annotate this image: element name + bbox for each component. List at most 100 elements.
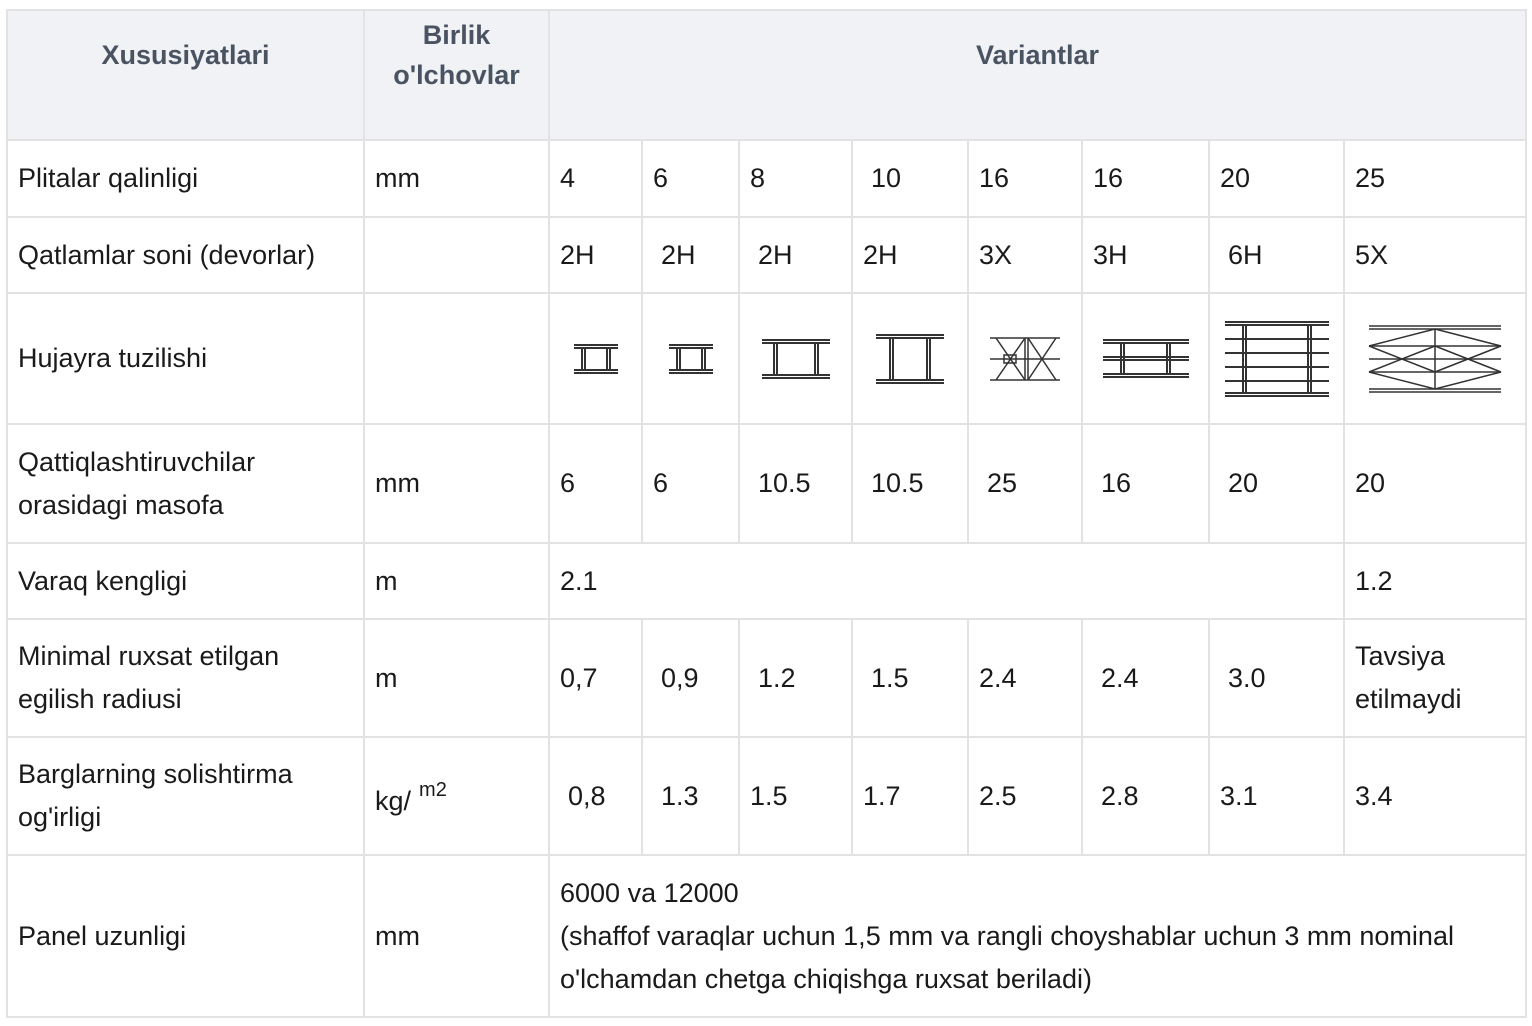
table-row: Plitalar qalinligi mm 4 6 8 10 16 16 20 … bbox=[6, 139, 1528, 218]
row-label-line1: Minimal ruxsat etilgan bbox=[18, 641, 280, 671]
row-unit: mm bbox=[363, 139, 550, 218]
table-row: Qattiqlashtiruvchilar orasidagi masofa m… bbox=[6, 423, 1528, 544]
header-property: Xususiyatlari bbox=[6, 9, 365, 141]
header-unit-line1: Birlik bbox=[422, 20, 491, 50]
table-cell: 2.5 bbox=[967, 736, 1083, 856]
table-cell bbox=[548, 292, 643, 425]
table-cell: 1.3 bbox=[641, 736, 740, 856]
table-cell bbox=[967, 292, 1083, 425]
panel-length-line2: (shaffof varaqlar uchun 1,5 mm va rangli… bbox=[560, 920, 1454, 951]
table-cell: 16 bbox=[1081, 139, 1210, 218]
row-label: Qattiqlashtiruvchilar orasidagi masofa bbox=[6, 423, 365, 544]
table-cell: 16 bbox=[967, 139, 1083, 218]
table-row: Barglarning solishtirma og'irligi kg/m2 … bbox=[6, 736, 1528, 856]
table-cell: 6 bbox=[641, 139, 740, 218]
row-unit: kg/m2 bbox=[363, 736, 550, 856]
table-cell: 6000 va 12000 (shaffof varaqlar uchun 1,… bbox=[547, 854, 1528, 1018]
table-cell: 16 bbox=[1081, 423, 1210, 544]
table-row: Hujayra tuzilishi bbox=[6, 292, 1528, 425]
table-cell: 25 bbox=[967, 423, 1083, 544]
table-cell: 2.4 bbox=[1081, 618, 1210, 738]
table-cell: 25 bbox=[1342, 139, 1528, 218]
table-cell: 2H bbox=[738, 216, 853, 294]
table-row: Varaq kengligi m 2.1 1.2 bbox=[6, 542, 1528, 620]
header-unit: Birlik o'lchovlar bbox=[363, 9, 550, 141]
cell-6h-icon bbox=[1224, 320, 1329, 397]
row-label: Qatlamlar soni (devorlar) bbox=[6, 216, 365, 294]
table-cell: 5X bbox=[1342, 216, 1528, 294]
table-cell: 3.1 bbox=[1208, 736, 1345, 856]
table-cell: 3X bbox=[967, 216, 1083, 294]
row-label-line2: egilish radiusi bbox=[18, 684, 182, 714]
cell-line1: Tavsiya bbox=[1355, 641, 1446, 671]
table-cell: 2.4 bbox=[967, 618, 1083, 738]
table-cell: 2H bbox=[548, 216, 643, 294]
table-cell: 2.1 bbox=[548, 542, 1345, 620]
table-cell: 2.8 bbox=[1081, 736, 1210, 856]
table-cell: 4 bbox=[548, 139, 643, 218]
row-unit bbox=[363, 292, 550, 425]
panel-length-line1: 6000 va 12000 bbox=[560, 877, 739, 908]
table-cell: 1.2 bbox=[1342, 542, 1528, 620]
table-cell: 8 bbox=[738, 139, 853, 218]
row-unit: mm bbox=[363, 423, 550, 544]
row-unit bbox=[363, 216, 550, 294]
row-unit: mm bbox=[363, 854, 550, 1018]
cell-2h-large-icon bbox=[876, 333, 944, 384]
table-cell: 6 bbox=[641, 423, 740, 544]
table-cell: 20 bbox=[1208, 139, 1345, 218]
unit-text: kg/ bbox=[375, 786, 412, 816]
specifications-table: Xususiyatlari Birlik o'lchovlar Variantl… bbox=[6, 9, 1528, 1018]
table-cell bbox=[1081, 292, 1210, 425]
table-cell: 0,7 bbox=[548, 618, 643, 738]
table-cell: Tavsiya etilmaydi bbox=[1342, 618, 1528, 738]
table-cell bbox=[641, 292, 740, 425]
cell-3x-icon bbox=[990, 336, 1060, 381]
row-label: Minimal ruxsat etilgan egilish radiusi bbox=[6, 618, 365, 738]
table-cell: 0,8 bbox=[548, 736, 643, 856]
row-label-line1: Qattiqlashtiruvchilar bbox=[18, 446, 256, 477]
cell-5x-icon bbox=[1368, 324, 1502, 393]
table-cell: 3H bbox=[1081, 216, 1210, 294]
table-cell: 20 bbox=[1208, 423, 1345, 544]
row-label: Hujayra tuzilishi bbox=[6, 292, 365, 425]
table-cell: 10.5 bbox=[738, 423, 853, 544]
table-cell: 1.5 bbox=[851, 618, 969, 738]
table-cell: 6 bbox=[548, 423, 643, 544]
table-cell: 10 bbox=[851, 139, 969, 218]
table-row: Panel uzunligi mm 6000 va 12000 (shaffof… bbox=[6, 854, 1528, 1018]
row-label: Varaq kengligi bbox=[6, 542, 365, 620]
unit-superscript: m2 bbox=[419, 779, 447, 801]
table-cell bbox=[738, 292, 853, 425]
row-label-line2: orasidagi masofa bbox=[18, 489, 224, 520]
table-cell bbox=[851, 292, 969, 425]
table-cell: 2H bbox=[851, 216, 969, 294]
table-cell: 3.4 bbox=[1342, 736, 1528, 856]
row-label-line2: og'irligi bbox=[18, 802, 102, 832]
table-cell: 1.2 bbox=[738, 618, 853, 738]
table-cell: 3.0 bbox=[1208, 618, 1345, 738]
cell-2h-small-icon bbox=[573, 343, 618, 374]
table-header-row: Xususiyatlari Birlik o'lchovlar Variantl… bbox=[6, 9, 1528, 141]
header-variants: Variantlar bbox=[547, 9, 1528, 141]
table-cell bbox=[1208, 292, 1345, 425]
row-unit: m bbox=[363, 618, 550, 738]
row-label: Barglarning solishtirma og'irligi bbox=[6, 736, 365, 856]
row-label-line1: Barglarning solishtirma bbox=[18, 759, 293, 789]
cell-line2: etilmaydi bbox=[1355, 684, 1462, 714]
table-cell bbox=[1342, 292, 1528, 425]
table-cell: 2H bbox=[641, 216, 740, 294]
table-cell: 6H bbox=[1208, 216, 1345, 294]
table-cell: 0,9 bbox=[641, 618, 740, 738]
row-label: Panel uzunligi bbox=[6, 854, 365, 1018]
table-cell: 1.7 bbox=[851, 736, 969, 856]
row-label: Plitalar qalinligi bbox=[6, 139, 365, 218]
cell-2h-medium-icon bbox=[761, 338, 830, 379]
cell-3h-icon bbox=[1102, 338, 1189, 378]
table-row: Minimal ruxsat etilgan egilish radiusi m… bbox=[6, 618, 1528, 738]
panel-length-line3: o'lchamdan chetga chiqishga ruxsat beril… bbox=[560, 963, 1092, 994]
table-row: Qatlamlar soni (devorlar) 2H 2H 2H 2H 3X… bbox=[6, 216, 1528, 294]
header-unit-line2: o'lchovlar bbox=[393, 60, 520, 90]
table-cell: 1.5 bbox=[738, 736, 853, 856]
cell-2h-small-icon bbox=[668, 343, 713, 374]
